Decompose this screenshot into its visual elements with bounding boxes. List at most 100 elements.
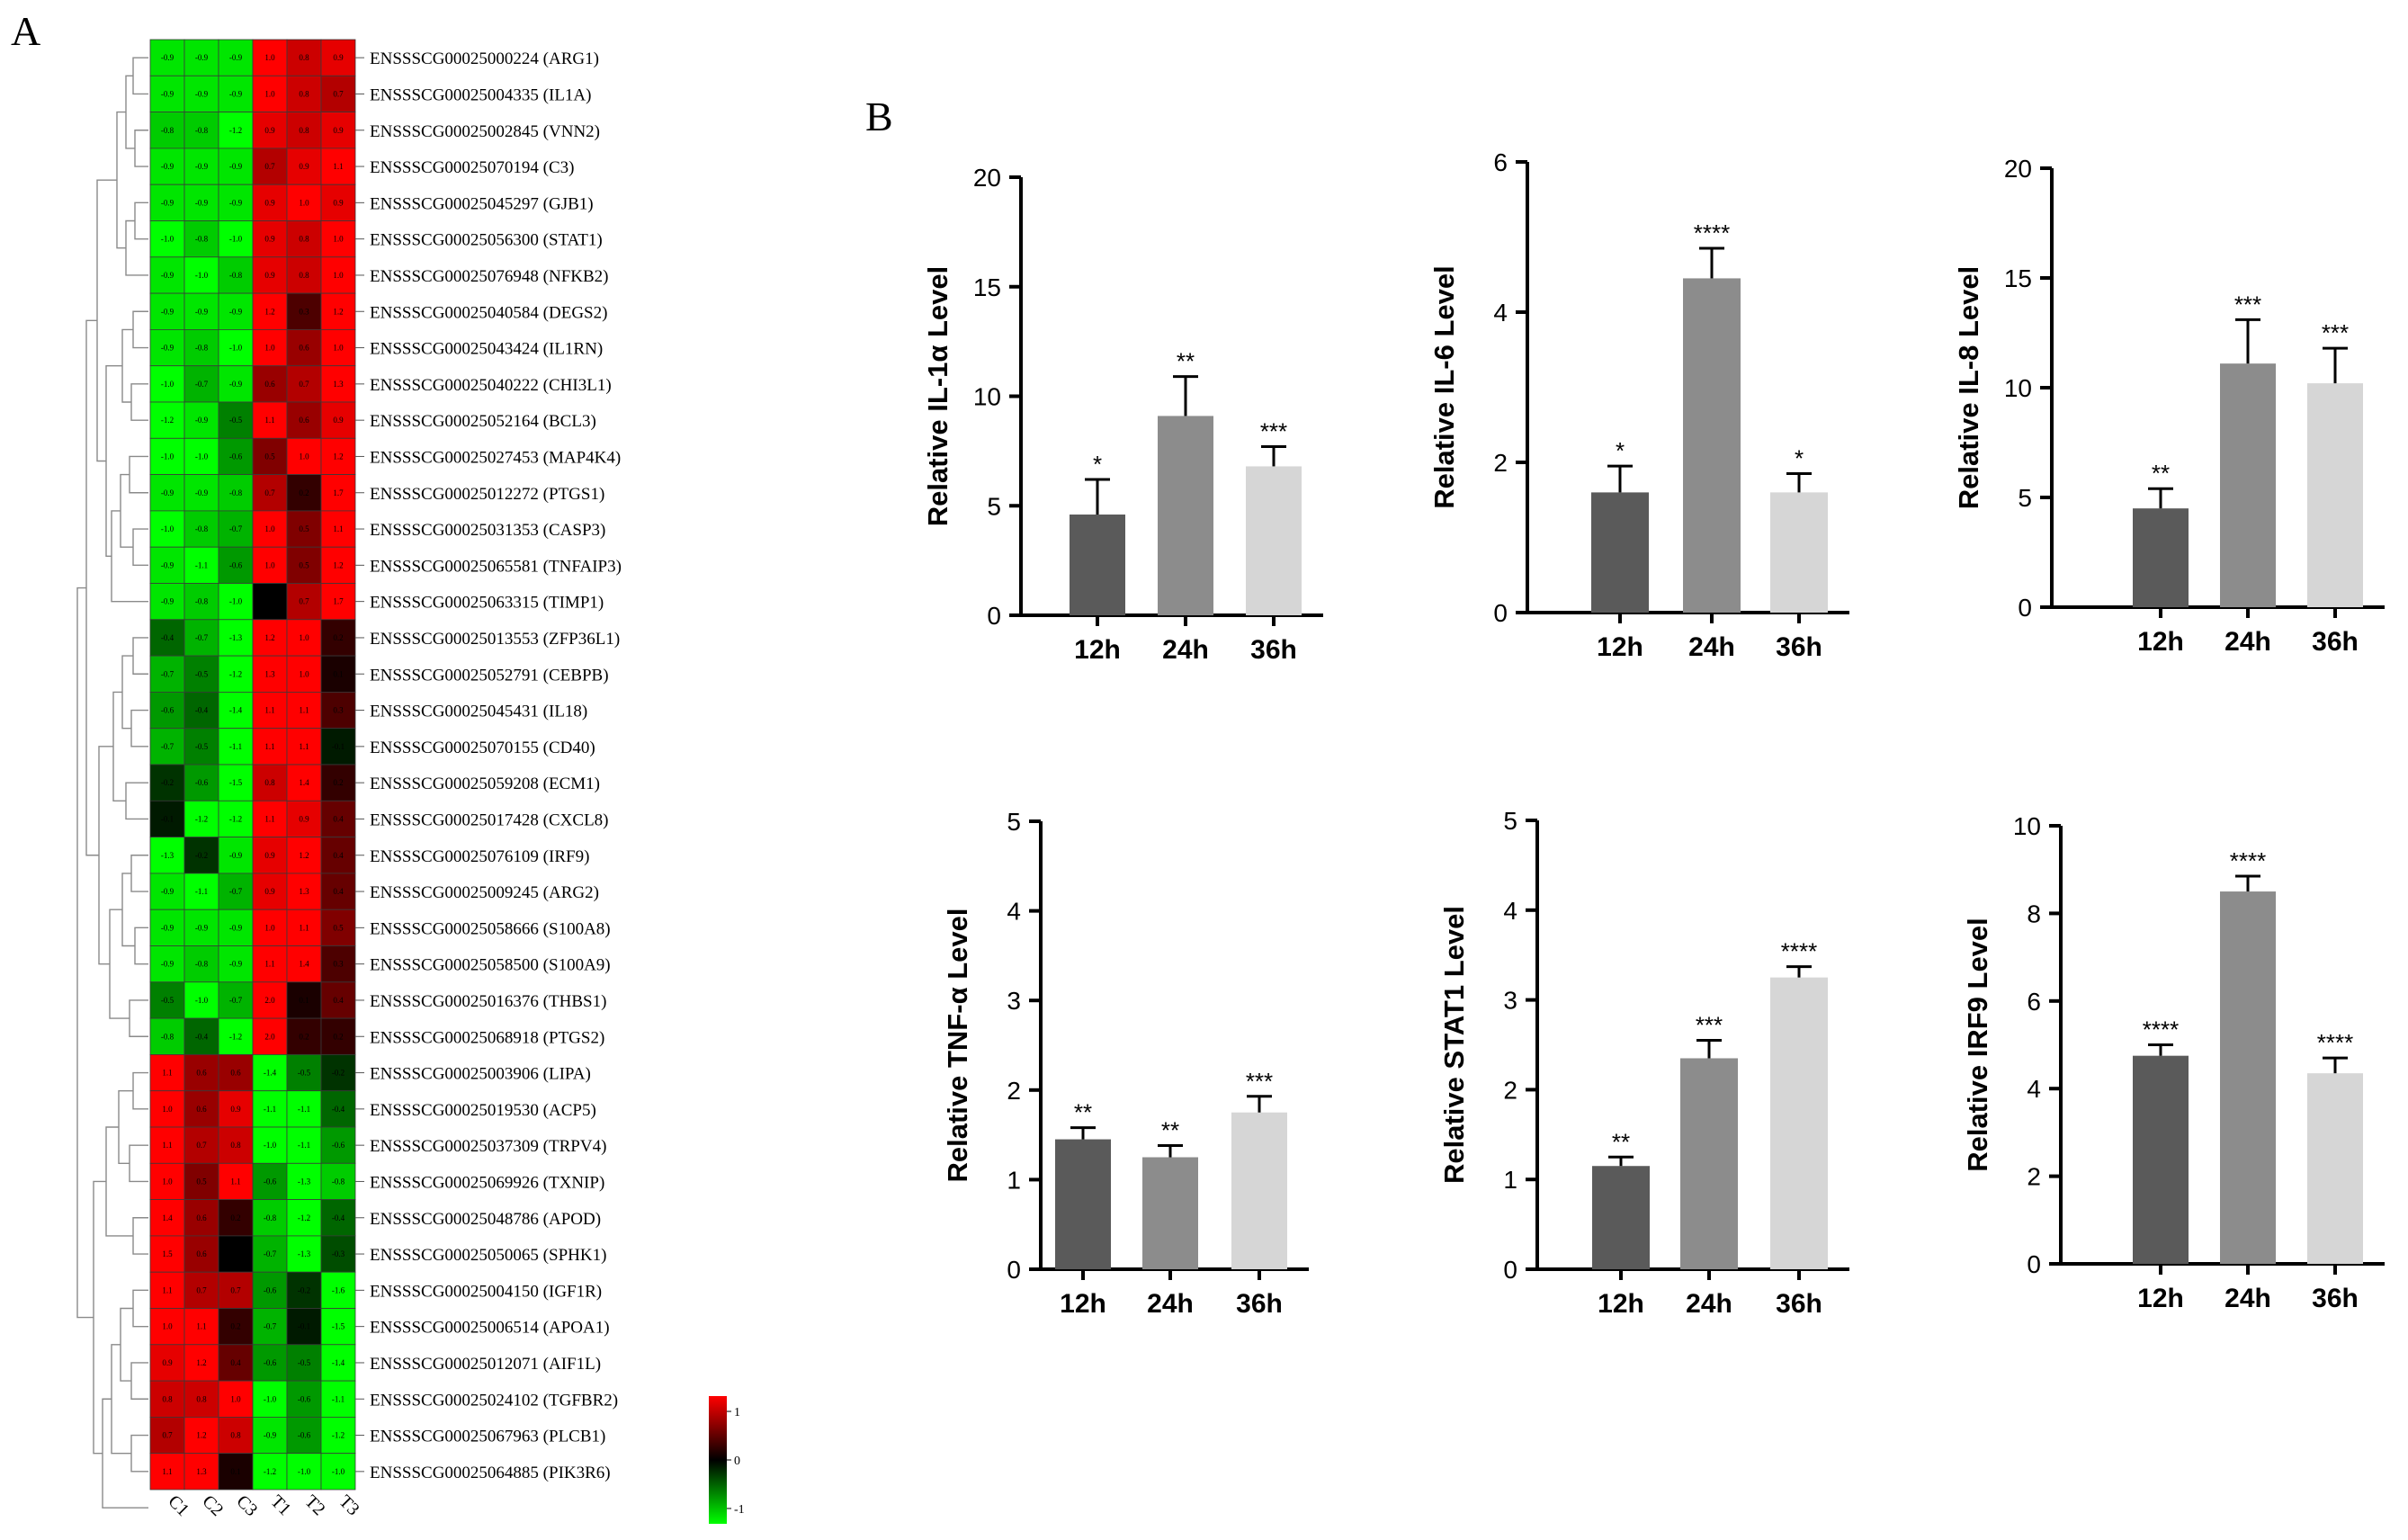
heatmap-cell [218, 945, 254, 983]
significance-marker: *** [1260, 418, 1287, 445]
heatmap-cell [218, 1017, 254, 1055]
heatmap-cell-value: 1.0 [162, 1322, 173, 1331]
heatmap-cell-value: -1.0 [264, 1394, 277, 1403]
heatmap-cell-value: 0.9 [230, 1105, 241, 1114]
heatmap-cell-value: -0.7 [161, 669, 175, 678]
heatmap-cell-value: -0.7 [195, 380, 209, 389]
heatmap-cell-value: -0.7 [195, 633, 209, 642]
heatmap-cell-value: 1.0 [264, 923, 275, 932]
heatmap-cell-value: -1.0 [229, 597, 243, 606]
heatmap-cell-value: -0.9 [195, 89, 209, 98]
heatmap-cell [184, 401, 219, 439]
heatmap-cell-value: -0.5 [298, 1358, 311, 1367]
heatmap-cell [149, 800, 185, 837]
heatmap-cell [184, 112, 219, 149]
heatmap-cell-value: 0.9 [264, 887, 275, 896]
heatmap-cell [218, 909, 254, 946]
heatmap-cell [184, 1453, 219, 1491]
x-tick-label: 24h [1686, 1289, 1732, 1319]
heatmap-cell-value: -0.9 [161, 597, 175, 606]
heatmap-cell-value: -0.6 [161, 706, 175, 715]
heatmap-cell-value: -0.2 [161, 778, 174, 787]
heatmap-cell [184, 1380, 219, 1418]
heatmap-cell-value: -1.0 [161, 452, 175, 461]
x-tick-label: 36h [2312, 627, 2359, 657]
bar [1158, 416, 1213, 615]
dendrogram-branch [93, 1180, 106, 1455]
y-tick-label: 2 [1503, 1076, 1517, 1104]
heatmap-cell [218, 437, 254, 475]
heatmap-column-label: T2 [300, 1491, 328, 1519]
significance-marker: **** [1781, 938, 1817, 965]
heatmap-cell-value: 0.2 [333, 778, 343, 787]
heatmap-cell [149, 1090, 185, 1128]
heatmap-cell-value: -1.2 [161, 416, 174, 425]
y-tick-label: 20 [2004, 155, 2032, 183]
gene-label: ENSSSCG00025056300 (STAT1) [370, 231, 603, 250]
heatmap-cell-value: 0.0 [264, 597, 275, 606]
y-tick-label: 4 [1503, 897, 1517, 925]
heatmap-cell-value: 1.1 [264, 706, 274, 715]
heatmap-cell [149, 583, 185, 621]
bar-chart-3: 0 5 10 15 20 ** 12h *** 24h *** 36h Relative IL-8 L… [1953, 155, 2385, 657]
heatmap-column-label: C2 [198, 1491, 227, 1520]
heatmap-cell-value: 0.7 [299, 380, 309, 389]
heatmap-cell-value: -0.9 [195, 162, 209, 171]
significance-marker: ** [1612, 1128, 1630, 1155]
heatmap-cell-value: -1.0 [195, 452, 209, 461]
gene-label: ENSSSCG00025027453 (MAP4K4) [370, 448, 621, 467]
heatmap-cell-value: -0.6 [298, 1431, 311, 1440]
dendrogram-branch [120, 473, 133, 548]
heatmap-cell-value: 0.3 [299, 307, 309, 316]
x-tick-label: 24h [2224, 627, 2271, 657]
heatmap-cell [320, 474, 356, 512]
heatmap-cell-value: -0.4 [332, 1213, 345, 1222]
heatmap-cell [286, 800, 322, 837]
gene-label: ENSSSCG00025040584 (DEGS2) [370, 303, 607, 322]
dendrogram-branch [118, 1090, 133, 1164]
dendrogram-branch [111, 510, 148, 603]
heatmap-cell [218, 1271, 254, 1309]
heatmap-cell [286, 945, 322, 983]
y-tick-label: 0 [2027, 1250, 2041, 1278]
heatmap-cell-value: 1.1 [264, 960, 274, 969]
heatmap-cell-value: -0.9 [229, 923, 243, 932]
gene-label: ENSSSCG00025076109 (IRF9) [370, 847, 589, 866]
y-tick-label: 3 [1007, 987, 1021, 1015]
heatmap-cell-value: -1.1 [229, 742, 242, 751]
gene-label: ENSSSCG00025067963 (PLCB1) [370, 1428, 605, 1446]
heatmap-cell-value: -0.9 [229, 53, 243, 62]
heatmap-cell-value: 0.6 [299, 344, 309, 353]
heatmap-cell-value: -0.9 [161, 198, 175, 207]
x-tick-label: 24h [1162, 635, 1209, 665]
significance-marker: ** [1161, 1117, 1179, 1144]
heatmap-cell-value: -1.2 [298, 1213, 310, 1222]
heatmap-cell-value: -0.2 [195, 851, 208, 860]
heatmap-cell [149, 75, 185, 113]
heatmap-cell [286, 1453, 322, 1491]
heatmap-cell-value: -0.9 [229, 89, 243, 98]
dendrogram-branch [130, 1362, 148, 1400]
heatmap-cell [218, 184, 254, 221]
heatmap-cell-value: -1.2 [229, 669, 242, 678]
heatmap-cell-value: -0.9 [161, 162, 175, 171]
bar-chart-1: 0 5 10 15 20 * 12h ** 24h *** 36h Relative IL-1α Le… [922, 164, 1323, 665]
heatmap-cell [286, 75, 322, 113]
x-tick-label: 36h [1236, 1289, 1283, 1319]
heatmap-cell-value: 0.8 [196, 1394, 207, 1403]
heatmap-cell-value: 1.3 [299, 887, 309, 896]
y-tick-label: 5 [987, 492, 1001, 520]
significance-marker: ** [1074, 1099, 1092, 1126]
heatmap-cell [184, 474, 219, 512]
x-tick-label: 24h [1688, 632, 1735, 662]
heatmap-cell-value: -0.9 [229, 307, 243, 316]
bar [1055, 1139, 1111, 1269]
bar [2133, 1055, 2189, 1264]
heatmap-cell [286, 328, 322, 367]
heatmap-cell-value: -0.4 [195, 706, 209, 715]
heatmap-cell [218, 75, 254, 113]
heatmap-cell-value: 1.2 [196, 1431, 206, 1440]
significance-marker: *** [2234, 291, 2261, 318]
heatmap-cell-value: -0.7 [229, 524, 243, 533]
